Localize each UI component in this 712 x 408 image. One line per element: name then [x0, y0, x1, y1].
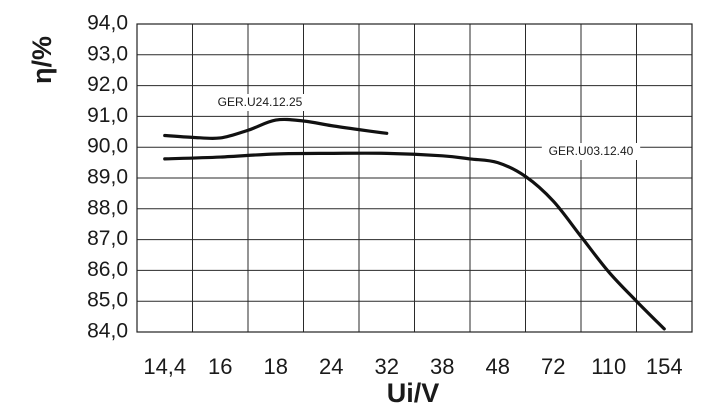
x-tick-label: 110	[591, 354, 626, 379]
series-label-bg	[210, 94, 310, 111]
y-tick-label: 84,0	[87, 320, 128, 343]
x-axis-title: Ui/V	[387, 378, 440, 408]
y-tick-label: 87,0	[87, 227, 128, 250]
x-tick-label: 48	[486, 354, 510, 379]
x-tick-label: 154	[646, 354, 683, 379]
y-axis-title: η/%	[27, 36, 57, 84]
y-tick-label: 94,0	[87, 12, 128, 35]
y-tick-label: 86,0	[87, 258, 128, 281]
series-line-1	[163, 117, 389, 141]
x-tick-label: 24	[319, 354, 343, 379]
x-tick-label: 14,4	[143, 354, 186, 379]
y-tick-label: 89,0	[87, 166, 128, 189]
series-label: GER.U03.12.40	[549, 144, 634, 158]
plot-frame	[136, 23, 693, 333]
series-lines	[163, 117, 666, 331]
series-label: GER.U24.12.25	[218, 95, 303, 109]
y-tick-label: 92,0	[87, 73, 128, 96]
x-tick-label: 18	[264, 354, 288, 379]
y-tick-label: 91,0	[87, 104, 128, 127]
x-tick-label: 38	[430, 354, 454, 379]
series-line-2	[163, 151, 666, 331]
grid	[137, 23, 692, 333]
y-tick-label: 85,0	[87, 289, 128, 312]
series-label-bg	[541, 143, 641, 160]
y-tick-label: 88,0	[87, 196, 128, 219]
x-tick-labels: 14,4 16 18 24 32 38 48 72 110 154	[143, 354, 682, 379]
y-tick-labels: 84,0 85,0 86,0 87,0 88,0 89,0 90,0 91,0 92,0 93,0…	[87, 12, 128, 343]
x-tick-label: 32	[375, 354, 399, 379]
x-tick-label: 16	[208, 354, 232, 379]
series-labels: GER.U24.12.25 GER.U03.12.40	[210, 94, 641, 160]
y-tick-label: 90,0	[87, 135, 128, 158]
y-tick-label: 93,0	[87, 42, 128, 65]
x-tick-label: 72	[541, 354, 565, 379]
